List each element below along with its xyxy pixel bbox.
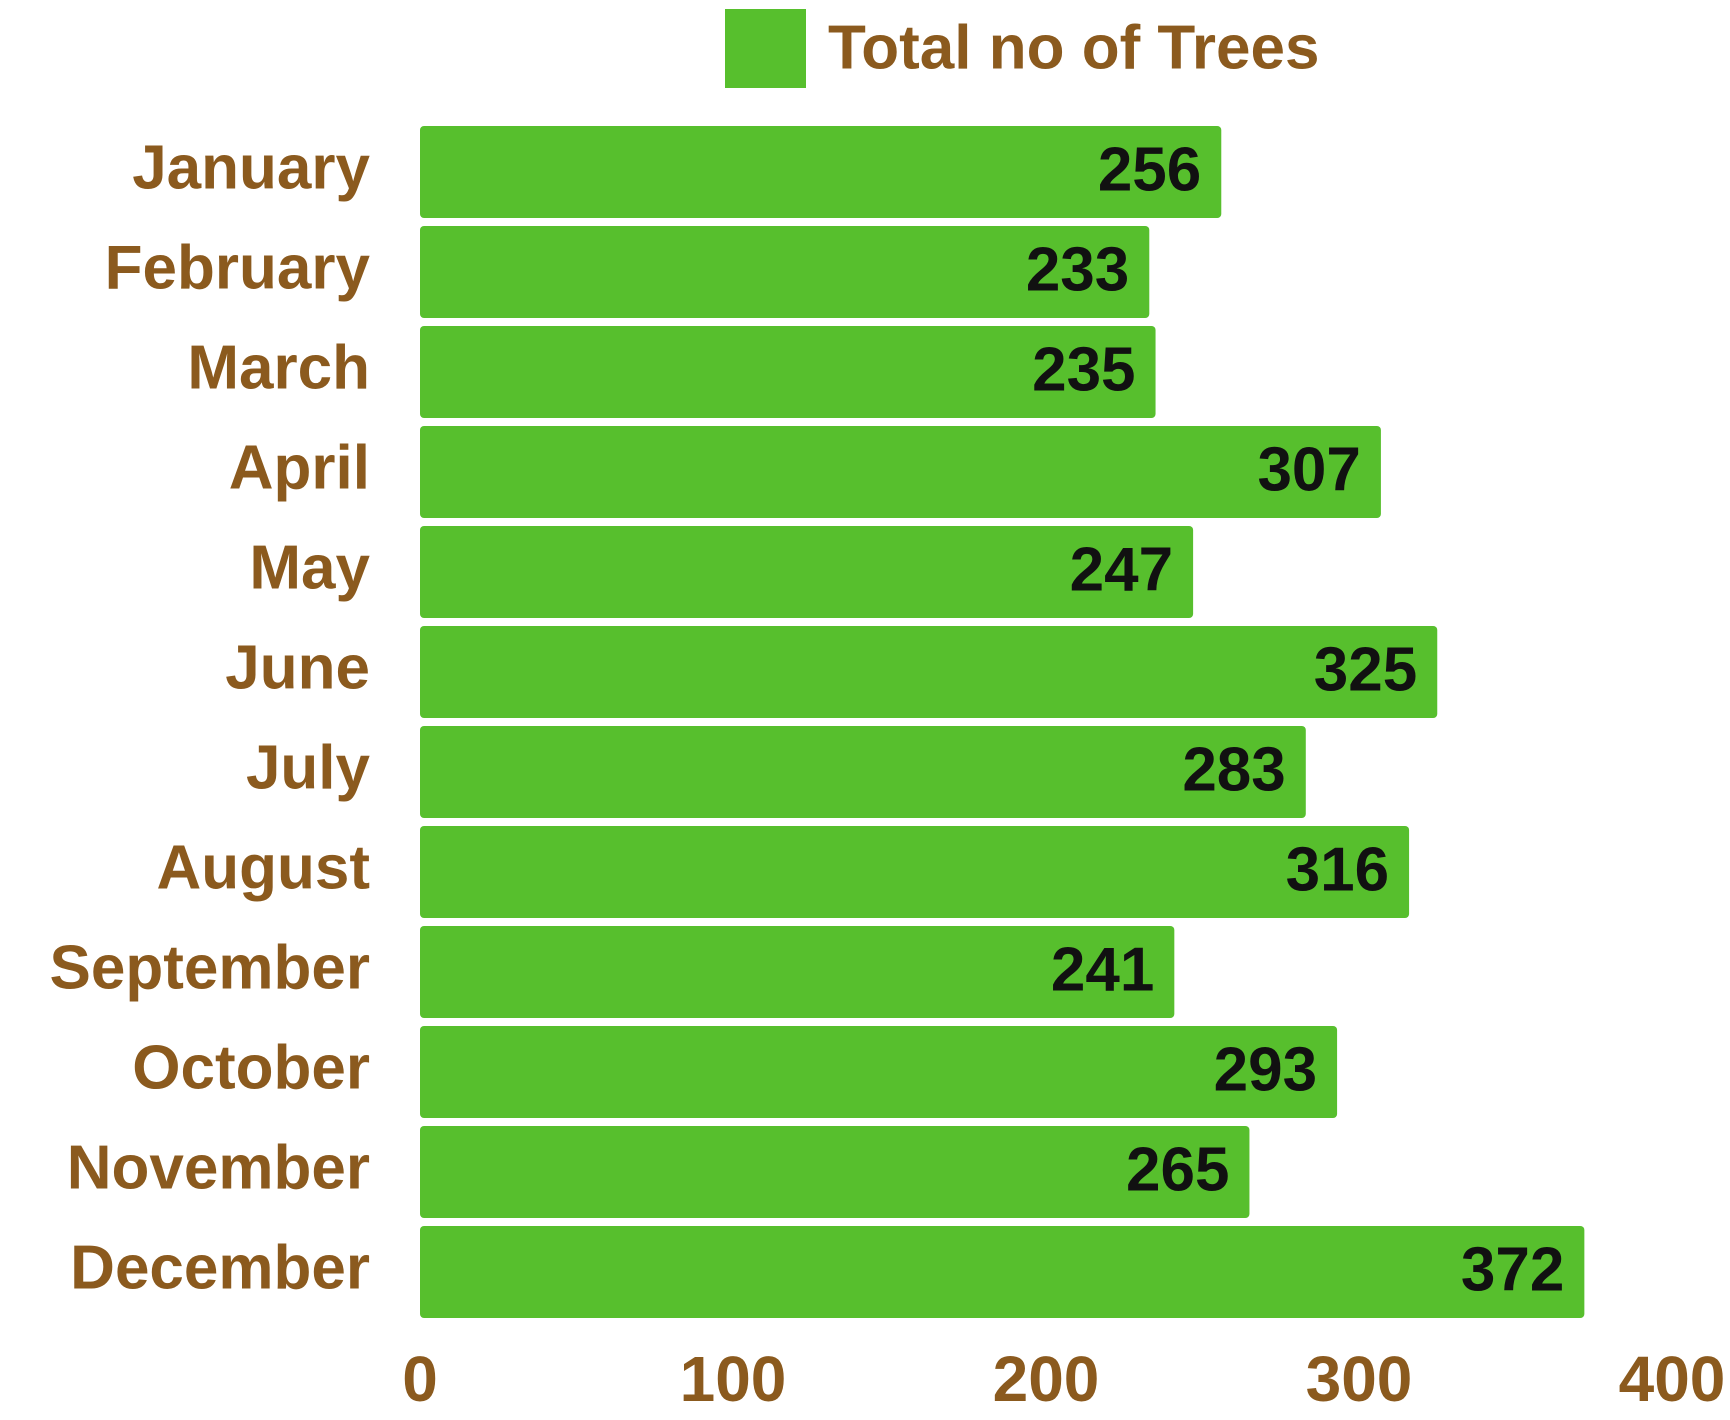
bar <box>420 826 1410 918</box>
y-tick-label: April <box>229 433 370 502</box>
y-tick-label: March <box>187 333 370 402</box>
y-tick-label: November <box>67 1133 370 1202</box>
bar <box>420 126 1222 218</box>
bar <box>420 1026 1338 1118</box>
value-label: 241 <box>1051 935 1154 1004</box>
bar <box>420 426 1381 518</box>
value-label: 372 <box>1461 1235 1564 1304</box>
legend-swatch <box>725 9 806 88</box>
x-tick-label: 0 <box>402 1343 438 1415</box>
y-tick-label: October <box>132 1033 370 1102</box>
bar <box>420 1126 1250 1218</box>
legend-label: Total no of Trees <box>828 13 1319 82</box>
bar <box>420 1226 1585 1318</box>
value-label: 247 <box>1070 535 1173 604</box>
bar <box>420 326 1156 418</box>
value-label: 293 <box>1214 1035 1317 1104</box>
y-tick-label: June <box>225 633 370 702</box>
value-label: 233 <box>1026 235 1129 304</box>
value-label: 256 <box>1098 135 1201 204</box>
x-tick-label: 300 <box>1306 1343 1413 1415</box>
bar <box>420 926 1175 1018</box>
value-label: 307 <box>1257 435 1360 504</box>
y-tick-label: August <box>156 833 370 902</box>
bar <box>420 626 1438 718</box>
value-label: 283 <box>1182 735 1285 804</box>
y-tick-label: February <box>105 233 371 302</box>
value-label: 235 <box>1032 335 1135 404</box>
y-tick-label: September <box>50 933 370 1002</box>
value-label: 325 <box>1314 635 1417 704</box>
y-tick-label: December <box>70 1233 370 1302</box>
y-tick-label: May <box>249 533 370 602</box>
x-tick-label: 400 <box>1619 1343 1726 1415</box>
value-label: 265 <box>1126 1135 1229 1204</box>
value-label: 316 <box>1286 835 1389 904</box>
y-tick-label: July <box>246 733 371 802</box>
bar <box>420 226 1150 318</box>
bar <box>420 726 1306 818</box>
x-tick-label: 100 <box>680 1343 787 1415</box>
bar <box>420 526 1194 618</box>
y-tick-label: January <box>132 133 370 202</box>
x-tick-label: 200 <box>993 1343 1100 1415</box>
